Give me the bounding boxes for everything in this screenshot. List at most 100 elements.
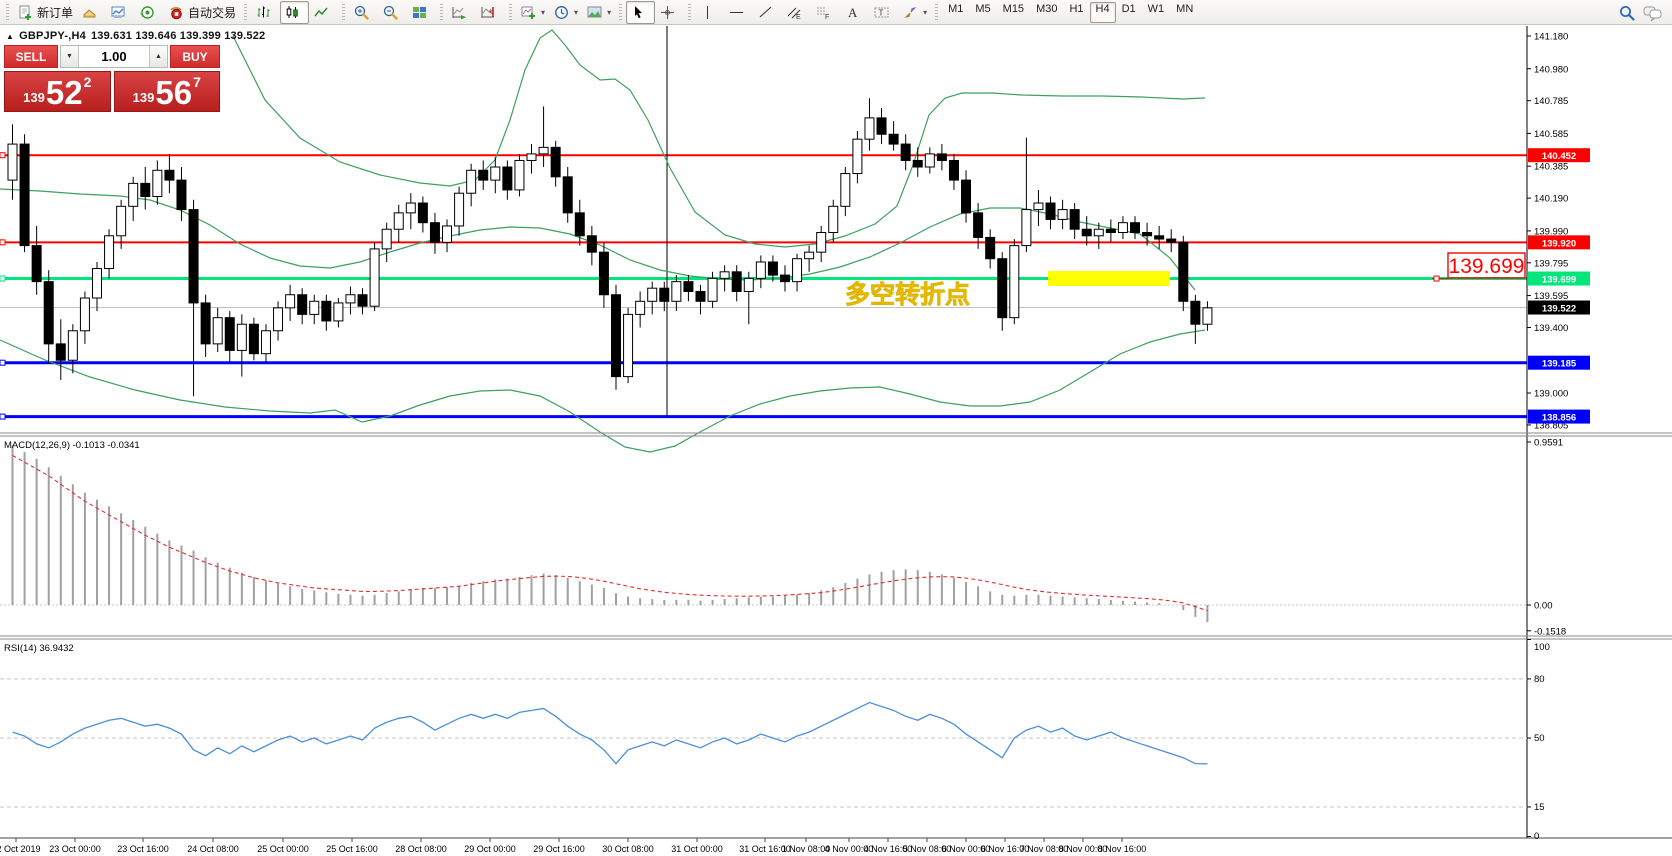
timeframe-h4[interactable]: H4 xyxy=(1089,1,1116,23)
buy-quote[interactable]: 139 56 7 xyxy=(113,71,220,112)
templates-button[interactable]: ▾ xyxy=(582,1,615,24)
time-axis-label: 31 Oct 00:00 xyxy=(671,844,723,854)
tile-windows-button[interactable] xyxy=(407,1,436,24)
candle-body xyxy=(212,317,223,345)
time-axis-label: 29 Oct 00:00 xyxy=(464,844,516,854)
indicators-button[interactable]: ▾ xyxy=(516,1,549,24)
price-tag xyxy=(1528,148,1590,163)
search-icon[interactable] xyxy=(1618,4,1635,21)
candle-body xyxy=(1093,228,1104,237)
candle-body xyxy=(876,117,887,135)
rsi-axis-tick: 0 xyxy=(1534,831,1539,842)
trendline-button[interactable] xyxy=(753,1,782,24)
candle-body xyxy=(1154,235,1165,240)
fibonacci-button[interactable]: F xyxy=(811,1,840,24)
market-watch-button[interactable] xyxy=(106,1,135,24)
new-order-button[interactable]: 新订单 xyxy=(13,1,77,24)
candle-body xyxy=(164,169,175,181)
candlestick-mode-button[interactable] xyxy=(280,0,310,24)
time-axis-label: 25 Oct 16:00 xyxy=(326,844,378,854)
vertical-line-button[interactable] xyxy=(695,1,724,24)
price-axis-tick: 141.180 xyxy=(1534,32,1568,43)
chart-window[interactable]: 多空转折点 139.699 141.180 140.980 140.785 140.585… xyxy=(0,26,1672,856)
timeframe-d1[interactable]: D1 xyxy=(1121,2,1136,15)
templates-dropdown-arrow[interactable]: ▾ xyxy=(607,7,612,17)
sell-quote[interactable]: 139 52 2 xyxy=(4,71,111,112)
timeframe-m1[interactable]: M1 xyxy=(948,2,964,15)
candle-body xyxy=(985,236,996,260)
text-label-icon: T xyxy=(873,4,890,21)
price-axis-tick: 139.400 xyxy=(1534,323,1568,334)
timeframe-h1[interactable]: H1 xyxy=(1069,2,1084,15)
timeframe-m30[interactable]: M30 xyxy=(1036,2,1058,15)
arrows-button[interactable]: ▾ xyxy=(898,1,931,24)
arrows-dropdown-arrow[interactable]: ▾ xyxy=(923,7,928,17)
periods-dropdown-arrow[interactable]: ▾ xyxy=(574,7,579,17)
candle-body xyxy=(719,271,730,279)
timeframe-m15[interactable]: M15 xyxy=(1002,2,1025,15)
zoom-out-button[interactable] xyxy=(378,1,407,24)
equidistant-channel-button[interactable]: E xyxy=(782,1,811,24)
text-button[interactable]: A xyxy=(840,1,869,24)
candle-body xyxy=(816,232,827,253)
profiles-icon xyxy=(81,4,98,21)
periods-button[interactable]: ▾ xyxy=(549,1,582,24)
candle-body xyxy=(924,153,935,168)
trendline-icon xyxy=(757,4,774,21)
sell-button[interactable]: SELL xyxy=(4,45,58,68)
candle-body xyxy=(273,307,284,332)
horizontal-line-button[interactable] xyxy=(724,1,753,24)
candle-body xyxy=(936,153,947,161)
rsi-label: RSI(14) 36.9432 xyxy=(4,643,74,654)
fibonacci-icon: F xyxy=(815,4,832,21)
text-label-button[interactable]: T xyxy=(869,1,898,24)
price-tag-text: 140.452 xyxy=(1542,151,1576,162)
candle-body xyxy=(176,179,187,211)
chat-icon[interactable] xyxy=(1643,4,1662,21)
bar-chart-mode-button[interactable] xyxy=(251,1,280,24)
auto-scroll-icon xyxy=(451,4,468,21)
svg-text:T: T xyxy=(879,8,884,17)
chart-canvas[interactable]: 多空转折点 139.699 141.180 140.980 140.785 140.585… xyxy=(0,26,1672,856)
candle-body xyxy=(67,330,78,361)
auto-scroll-button[interactable] xyxy=(447,1,476,24)
macd-axis-tick: -0.1518 xyxy=(1534,626,1566,637)
line-chart-icon xyxy=(313,4,330,21)
navigator-button[interactable] xyxy=(135,1,164,24)
candle-body xyxy=(188,209,199,304)
volume-decrease-button[interactable]: ▼ xyxy=(61,46,79,67)
candle-body xyxy=(91,268,102,299)
cursor-button[interactable] xyxy=(626,0,656,24)
chart-shift-button[interactable] xyxy=(476,1,505,24)
zoom-in-button[interactable] xyxy=(349,1,378,24)
candle-body xyxy=(1190,300,1201,325)
timeframe-m5[interactable]: M5 xyxy=(975,2,991,15)
candle-body xyxy=(490,166,501,181)
collapse-triangle-icon[interactable]: ▲ xyxy=(6,31,15,41)
candle-body xyxy=(7,143,18,181)
buy-button[interactable]: BUY xyxy=(170,45,220,68)
line-chart-mode-button[interactable] xyxy=(309,1,338,24)
indicators-dropdown-arrow[interactable]: ▾ xyxy=(541,7,546,17)
candle-body xyxy=(623,313,634,378)
zoom-in-icon xyxy=(353,4,370,21)
time-axis-label: 8 Nov 16:00 xyxy=(1098,844,1147,854)
candle-body xyxy=(140,182,151,197)
chart-background xyxy=(0,26,1672,856)
templates-icon xyxy=(586,4,603,21)
candlestick-icon xyxy=(284,4,301,21)
timeframe-w1[interactable]: W1 xyxy=(1147,2,1165,15)
candle-body xyxy=(79,297,90,332)
candle-body xyxy=(538,146,549,155)
volume-input[interactable] xyxy=(79,46,149,67)
volume-increase-button[interactable]: ▲ xyxy=(149,46,167,67)
time-axis-label: 24 Oct 08:00 xyxy=(187,844,239,854)
timeframe-mn[interactable]: MN xyxy=(1176,2,1194,15)
candle-body xyxy=(912,159,923,168)
profiles-button[interactable] xyxy=(77,1,106,24)
time-axis-label: 8 Nov 00:00 xyxy=(1059,844,1108,854)
candle-body xyxy=(260,330,271,355)
crosshair-button[interactable] xyxy=(655,1,684,24)
autotrading-button[interactable]: 自动交易 xyxy=(164,1,240,24)
candle-body xyxy=(1202,307,1213,325)
